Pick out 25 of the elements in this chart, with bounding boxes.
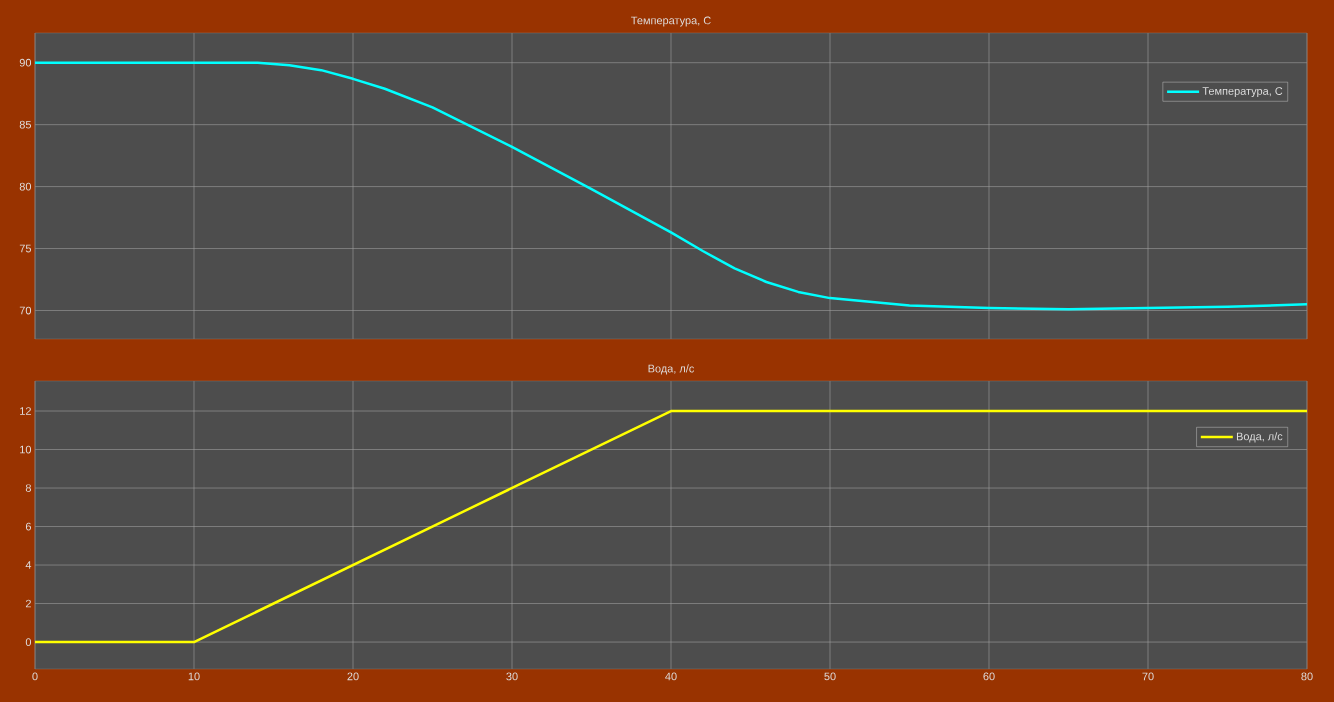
legend-label: Температура, C	[1202, 87, 1283, 98]
y-tick-label: 6	[25, 522, 31, 531]
x-tick-label: 70	[1142, 672, 1154, 681]
x-tick-label: 60	[983, 672, 995, 681]
y-tick-label: 12	[20, 407, 31, 415]
y-tick-label: 2	[25, 599, 31, 608]
y-tick-label: 85	[19, 120, 32, 129]
chart-title: Температура, C	[631, 16, 711, 27]
x-tick-label: 30	[506, 672, 518, 681]
y-tick-label: 10	[20, 445, 32, 454]
x-tick-label: 0	[32, 672, 38, 681]
x-tick-label: 10	[188, 672, 200, 681]
y-tick-label: 8	[25, 484, 31, 492]
legend-label: Вода, л/с	[1236, 432, 1283, 443]
x-tick-label: 20	[347, 672, 359, 681]
x-tick-label: 50	[824, 672, 836, 681]
y-tick-label: 80	[19, 182, 32, 191]
y-tick-label: 90	[19, 58, 32, 67]
y-tick-label: 70	[19, 306, 32, 315]
y-tick-label: 4	[25, 561, 32, 569]
chart-title: Вода, л/с	[648, 364, 695, 375]
x-tick-label: 80	[1301, 672, 1313, 681]
y-tick-label: 75	[19, 244, 32, 253]
y-tick-label: 0	[25, 638, 32, 646]
x-tick-label: 40	[665, 672, 677, 681]
